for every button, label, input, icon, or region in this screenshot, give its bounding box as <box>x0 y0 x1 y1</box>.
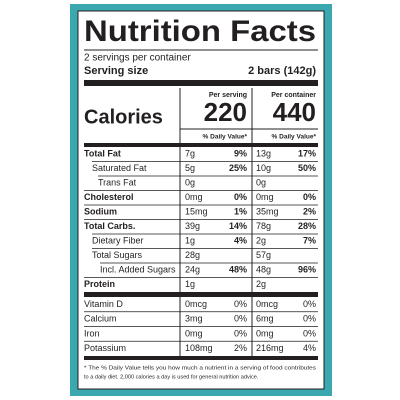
nutrient-name: Calcium <box>84 314 117 324</box>
amount: 2g <box>256 279 266 289</box>
nutrient-name: Total Fat <box>84 149 121 159</box>
amount: 57g <box>256 250 271 260</box>
nutrient-name: Trans Fat <box>98 178 137 188</box>
amount: 48g <box>256 265 271 275</box>
amount: 24g <box>185 265 200 275</box>
amount: 0mcg <box>185 299 207 309</box>
thick-rule <box>84 143 318 147</box>
amount: 0g <box>185 178 195 188</box>
amount: 216mg <box>256 343 284 353</box>
daily-value: 0% <box>303 314 316 324</box>
dv-header: % Daily Value* <box>203 134 248 141</box>
daily-value: 2% <box>303 207 316 217</box>
nutrient-name: Incl. Added Sugars <box>100 265 176 275</box>
nutrient-name: Iron <box>84 328 100 338</box>
amount: 6mg <box>256 314 274 324</box>
daily-value: 4% <box>234 236 247 246</box>
daily-value: 96% <box>298 265 316 275</box>
daily-value: 28% <box>298 221 316 231</box>
daily-value: 7% <box>303 236 316 246</box>
calories-value: 220 <box>204 97 247 127</box>
daily-value: 17% <box>298 149 316 159</box>
nutrient-name: Vitamin D <box>84 299 123 309</box>
footnote: * The % Daily Value tells you how much a… <box>84 365 316 371</box>
amount: 10g <box>256 163 271 173</box>
nutrient-name: Cholesterol <box>84 192 134 202</box>
calories-label: Calories <box>84 106 163 128</box>
amount: 0mcg <box>256 299 278 309</box>
dv-header: % Daily Value* <box>272 134 317 141</box>
title: Nutrition Facts <box>84 15 316 48</box>
daily-value: 50% <box>298 163 316 173</box>
amount: 1g <box>185 279 195 289</box>
daily-value: 0% <box>303 192 316 202</box>
nutrient-name: Potassium <box>84 343 126 353</box>
servings: 2 servings per container <box>84 53 191 64</box>
thick-rule <box>84 356 318 360</box>
amount: 0mg <box>185 192 203 202</box>
amount: 3mg <box>185 314 203 324</box>
column-header: Per serving <box>209 92 247 99</box>
amount: 7g <box>185 149 195 159</box>
nutrient-name: Saturated Fat <box>92 163 147 173</box>
footnote: to a daily diet. 2,000 calories a day is… <box>84 374 259 380</box>
amount: 0mg <box>256 328 274 338</box>
amount: 39g <box>185 221 200 231</box>
daily-value: 2% <box>234 343 247 353</box>
nutrient-name: Total Sugars <box>92 250 143 260</box>
label-panel <box>77 10 325 390</box>
nutrient-name: Total Carbs. <box>84 221 135 231</box>
amount: 5g <box>185 163 195 173</box>
thick-rule <box>84 292 318 297</box>
daily-value: 25% <box>229 163 247 173</box>
nutrient-name: Sodium <box>84 207 117 217</box>
amount: 0g <box>256 178 266 188</box>
daily-value: 0% <box>234 192 247 202</box>
thick-rule <box>84 80 318 86</box>
column-header: Per container <box>271 92 316 99</box>
amount: 15mg <box>185 207 208 217</box>
daily-value: 48% <box>229 265 247 275</box>
nutrient-name: Dietary Fiber <box>92 236 144 246</box>
amount: 35mg <box>256 207 279 217</box>
daily-value: 1% <box>234 207 247 217</box>
daily-value: 0% <box>234 314 247 324</box>
amount: 13g <box>256 149 271 159</box>
nutrient-name: Protein <box>84 279 115 289</box>
amount: 1g <box>185 236 195 246</box>
amount: 2g <box>256 236 266 246</box>
daily-value: 0% <box>303 299 316 309</box>
serving-size-label: Serving size <box>84 65 148 77</box>
daily-value: 4% <box>303 343 316 353</box>
amount: 78g <box>256 221 271 231</box>
calories-value: 440 <box>273 97 316 127</box>
daily-value: 14% <box>229 221 247 231</box>
serving-size: 2 bars (142g) <box>248 65 316 77</box>
daily-value: 0% <box>303 328 316 338</box>
amount: 28g <box>185 250 200 260</box>
amount: 0mg <box>256 192 274 202</box>
amount: 0mg <box>185 328 203 338</box>
daily-value: 0% <box>234 299 247 309</box>
daily-value: 9% <box>234 149 247 159</box>
daily-value: 0% <box>234 328 247 338</box>
amount: 108mg <box>185 343 213 353</box>
